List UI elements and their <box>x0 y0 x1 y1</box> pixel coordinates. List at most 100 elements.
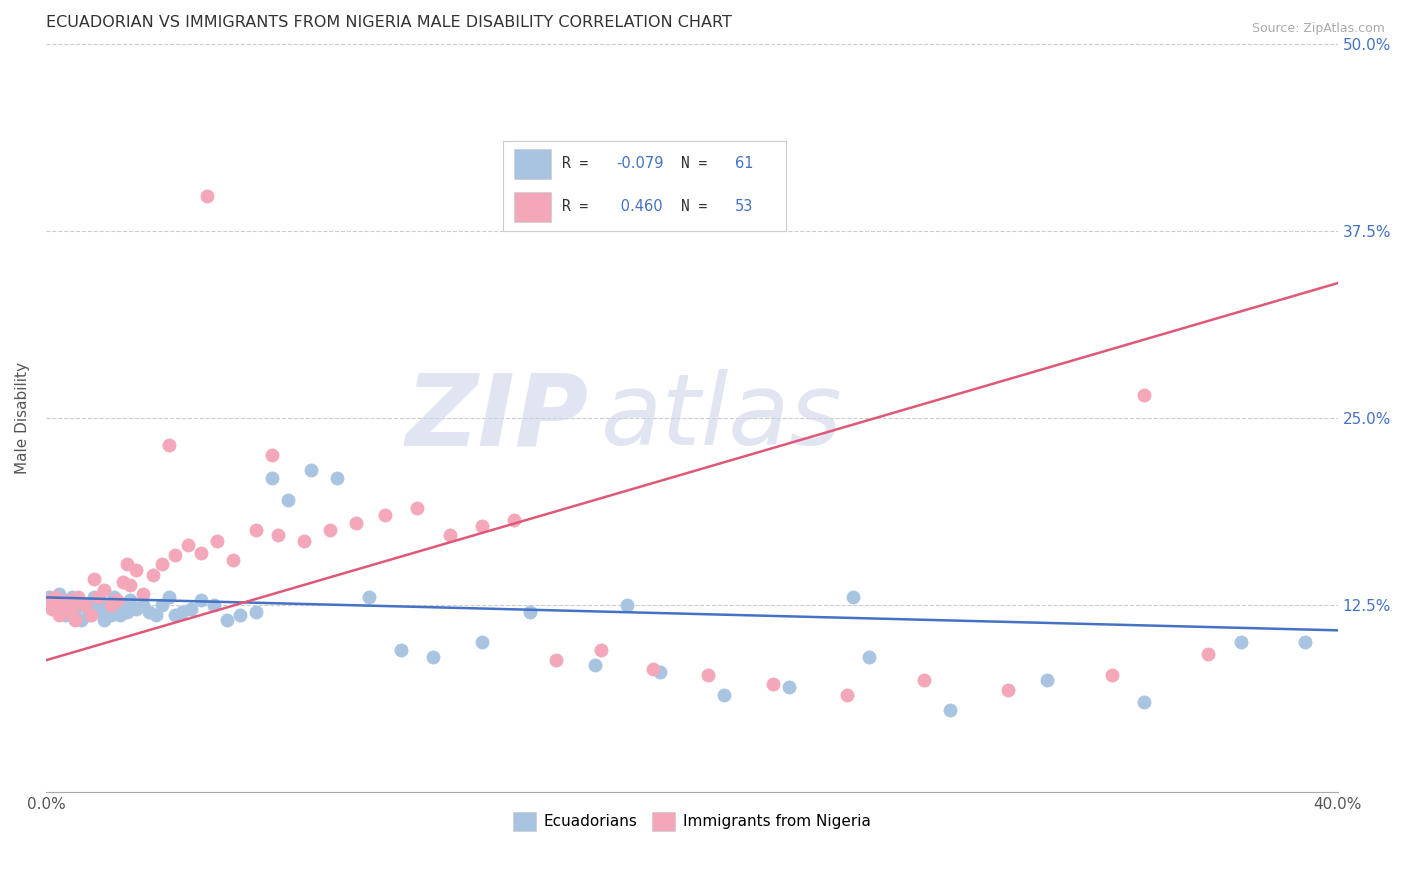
Point <box>125 602 148 616</box>
Point <box>165 608 187 623</box>
Point <box>583 657 606 672</box>
Point <box>591 642 613 657</box>
Point <box>112 598 135 612</box>
Point <box>70 613 93 627</box>
Point <box>344 516 367 530</box>
Point <box>912 673 935 687</box>
Text: -0.079: -0.079 <box>616 156 664 171</box>
Y-axis label: Male Disability: Male Disability <box>15 362 30 474</box>
Point <box>100 598 122 612</box>
Text: atlas: atlas <box>602 369 844 467</box>
Point <box>48 608 70 623</box>
Point <box>60 602 83 616</box>
Point <box>165 549 187 563</box>
Point <box>45 598 67 612</box>
Point <box>641 662 664 676</box>
Point <box>190 593 212 607</box>
Point <box>215 613 238 627</box>
Point <box>118 593 141 607</box>
Point <box>761 677 783 691</box>
Point <box>45 591 67 605</box>
Point <box>110 608 132 623</box>
Point <box>112 575 135 590</box>
Point <box>41 593 63 607</box>
Point <box>73 598 96 612</box>
Point <box>222 553 245 567</box>
Text: 61: 61 <box>735 156 754 171</box>
Point <box>471 635 494 649</box>
Point <box>422 650 444 665</box>
Point <box>73 598 96 612</box>
Point <box>157 591 180 605</box>
Point <box>83 591 105 605</box>
Point <box>86 593 108 607</box>
Point <box>138 606 160 620</box>
Text: ECUADORIAN VS IMMIGRANTS FROM NIGERIA MALE DISABILITY CORRELATION CHART: ECUADORIAN VS IMMIGRANTS FROM NIGERIA MA… <box>46 15 733 30</box>
Point <box>115 606 138 620</box>
Point <box>842 591 865 605</box>
Point <box>197 189 219 203</box>
Point <box>292 533 315 548</box>
Text: R =: R = <box>562 156 598 171</box>
Point <box>260 448 283 462</box>
Point <box>858 650 880 665</box>
Point <box>277 493 299 508</box>
Point <box>1229 635 1251 649</box>
Point <box>96 598 118 612</box>
Point <box>319 523 342 537</box>
Point <box>648 665 671 680</box>
Point <box>41 602 63 616</box>
Text: R =: R = <box>562 199 598 214</box>
Point <box>63 613 86 627</box>
Point <box>713 688 735 702</box>
Point <box>299 463 322 477</box>
Text: N =: N = <box>681 156 716 171</box>
Point <box>53 606 76 620</box>
Point <box>105 602 128 616</box>
Point <box>177 538 200 552</box>
Point <box>1101 668 1123 682</box>
Point <box>439 527 461 541</box>
Point <box>93 613 115 627</box>
Point <box>228 608 250 623</box>
Point <box>835 688 858 702</box>
Point <box>503 512 526 526</box>
Text: N =: N = <box>681 199 716 214</box>
Text: 0.460: 0.460 <box>616 199 662 214</box>
Point <box>118 578 141 592</box>
Point <box>260 471 283 485</box>
Point <box>58 593 80 607</box>
Point <box>100 608 122 623</box>
Point <box>205 533 228 548</box>
Legend: Ecuadorians, Immigrants from Nigeria: Ecuadorians, Immigrants from Nigeria <box>506 805 877 837</box>
Text: 53: 53 <box>735 199 754 214</box>
Point <box>51 598 73 612</box>
Point <box>38 593 60 607</box>
Point <box>325 471 347 485</box>
Point <box>245 523 267 537</box>
Point <box>170 606 193 620</box>
Point <box>80 602 103 616</box>
Point <box>93 582 115 597</box>
Point <box>63 602 86 616</box>
Point <box>51 606 73 620</box>
Text: ZIP: ZIP <box>405 369 589 467</box>
Point <box>48 587 70 601</box>
Point <box>1036 673 1059 687</box>
Point <box>406 500 429 515</box>
Point <box>1133 388 1156 402</box>
Point <box>180 602 202 616</box>
Point <box>616 598 638 612</box>
Point <box>267 527 290 541</box>
Point <box>67 593 90 607</box>
FancyBboxPatch shape <box>515 150 551 179</box>
Text: Source: ZipAtlas.com: Source: ZipAtlas.com <box>1251 22 1385 36</box>
Point <box>245 606 267 620</box>
Point <box>357 591 380 605</box>
Point <box>939 703 962 717</box>
Point <box>132 587 155 601</box>
Point <box>697 668 720 682</box>
Point <box>83 573 105 587</box>
Point <box>115 558 138 572</box>
Point <box>1198 647 1220 661</box>
